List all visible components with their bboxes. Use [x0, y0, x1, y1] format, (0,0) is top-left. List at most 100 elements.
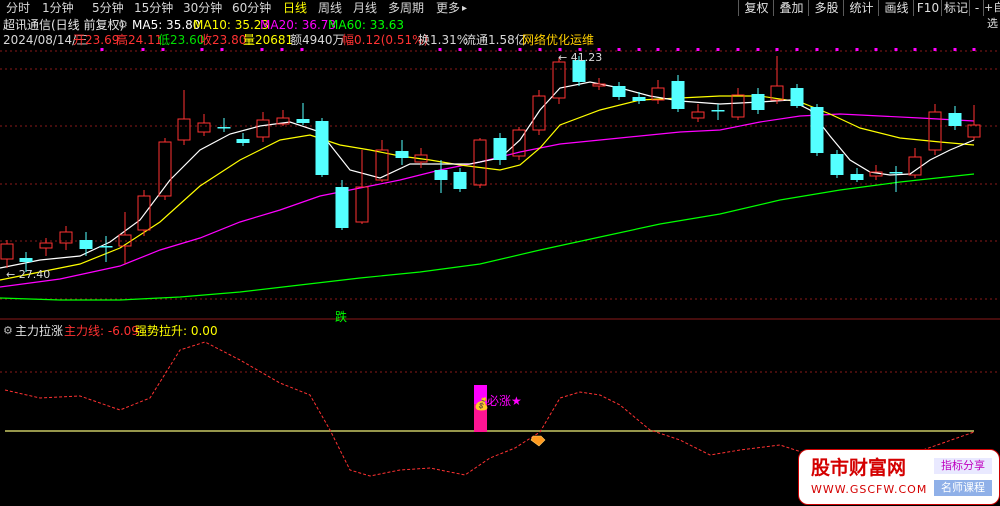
- signal-dot: [696, 48, 700, 51]
- signal-dot: [815, 48, 819, 51]
- more-arrow-icon[interactable]: ▸: [462, 3, 468, 14]
- candle-body: [572, 60, 586, 82]
- signal-dot: [972, 48, 976, 51]
- candle: [197, 114, 211, 136]
- ma5-line: [0, 81, 975, 269]
- overlay-button[interactable]: 叠加: [773, 0, 809, 16]
- ma60-line: [0, 173, 975, 301]
- candle-body: [0, 243, 14, 260]
- candle-body: [850, 174, 864, 180]
- candle: [118, 212, 132, 264]
- indicator-path: [4, 341, 975, 477]
- candle: [592, 78, 606, 90]
- candle: [335, 180, 349, 230]
- settings-gear-icon[interactable]: ⚙: [118, 18, 128, 31]
- candle-body: [335, 187, 349, 228]
- restore-rights-button[interactable]: 复权: [738, 0, 774, 16]
- quote-low: 低23.60: [158, 33, 205, 47]
- stock-title: 超讯通信(日线 前复权): [3, 18, 125, 32]
- signal-dot: [578, 48, 582, 51]
- candle: [889, 166, 903, 192]
- signal-dot: [894, 48, 898, 51]
- signal-dot: [458, 48, 462, 51]
- high-price-marker: ← 41.23: [558, 51, 603, 64]
- signal-dot: [855, 48, 859, 51]
- candle-body: [869, 171, 883, 177]
- period-tab[interactable]: 多周期: [388, 1, 425, 15]
- signal-dot: [953, 48, 957, 51]
- candle-body: [177, 118, 191, 141]
- candle: [691, 104, 705, 122]
- candle-body: [197, 122, 211, 133]
- add-watchlist-button[interactable]: +自选: [983, 0, 1000, 30]
- period-tab[interactable]: 30分钟: [183, 1, 223, 15]
- candle-body: [711, 110, 725, 112]
- brand-site-name: 股市财富网: [811, 457, 907, 479]
- signal-dot: [200, 48, 204, 51]
- candle-body: [512, 129, 526, 157]
- mark-button[interactable]: 标记: [941, 0, 970, 16]
- candle-body: [79, 240, 93, 249]
- candle: [315, 118, 329, 177]
- candle: [512, 127, 526, 160]
- candle: [632, 92, 646, 104]
- draw-line-button[interactable]: 画线: [878, 0, 914, 16]
- period-tab[interactable]: 1分钟: [42, 1, 74, 15]
- period-tab[interactable]: 分时: [6, 1, 31, 15]
- money-bag-icon: 💰: [474, 397, 489, 411]
- ma20-value: MA20: 36.73: [260, 18, 337, 32]
- period-tab[interactable]: 5分钟: [92, 1, 124, 15]
- quote-amount: 额4940万: [290, 33, 345, 47]
- candle: [0, 240, 14, 268]
- multi-stock-button[interactable]: 多股: [808, 0, 844, 16]
- f10-button[interactable]: F10: [913, 0, 942, 16]
- brand-url[interactable]: WWW.GSCFW.COM: [811, 483, 928, 496]
- period-tab[interactable]: 15分钟: [134, 1, 174, 15]
- candle-body: [790, 88, 804, 106]
- candle: [493, 133, 507, 165]
- candle: [158, 138, 172, 200]
- signal-dot: [438, 48, 442, 51]
- signal-dot: [141, 48, 145, 51]
- candlesticks: [0, 56, 981, 272]
- signal-dot: [933, 48, 937, 51]
- candle-body: [751, 94, 765, 110]
- ma10-path: [0, 95, 975, 281]
- signal-dot: [617, 48, 621, 51]
- candle-body: [908, 156, 922, 176]
- candle-body: [967, 124, 981, 138]
- signal-dot: [280, 48, 284, 51]
- brand-tag-courses[interactable]: 名师课程: [934, 480, 992, 496]
- must-rise-signal: 必涨★: [487, 394, 522, 408]
- candle-body: [830, 154, 844, 175]
- candle-body: [434, 170, 448, 180]
- candle-body: [315, 121, 329, 175]
- signal-dot: [716, 48, 720, 51]
- period-tab[interactable]: 月线: [353, 1, 378, 15]
- candle-body: [355, 186, 369, 223]
- candle: [236, 133, 250, 146]
- candle-body: [671, 81, 685, 109]
- candle: [948, 106, 962, 130]
- indicator-gear-icon[interactable]: ⚙: [3, 324, 13, 337]
- candle: [137, 190, 151, 236]
- period-tab[interactable]: 周线: [318, 1, 343, 15]
- candle: [256, 112, 270, 142]
- zoom-out-button[interactable]: -: [969, 0, 984, 16]
- signal-dot: [300, 48, 304, 51]
- brand-tag-indicator-share[interactable]: 指标分享: [934, 458, 992, 474]
- signal-dot: [100, 48, 104, 51]
- brand-watermark: 股市财富网 WWW.GSCFW.COM 指标分享 名师课程: [798, 449, 1000, 505]
- candle: [751, 88, 765, 114]
- candle: [375, 140, 389, 182]
- signal-dot: [637, 48, 641, 51]
- indicator-panel: [4, 341, 975, 477]
- candle: [572, 56, 586, 86]
- period-tab[interactable]: 60分钟: [232, 1, 272, 15]
- period-tab-more[interactable]: 更多: [436, 1, 461, 15]
- statistics-button[interactable]: 统计: [843, 0, 879, 16]
- candle-body: [552, 61, 566, 99]
- quote-volume: 量20681: [243, 33, 294, 47]
- period-tab-active[interactable]: 日线: [283, 1, 308, 15]
